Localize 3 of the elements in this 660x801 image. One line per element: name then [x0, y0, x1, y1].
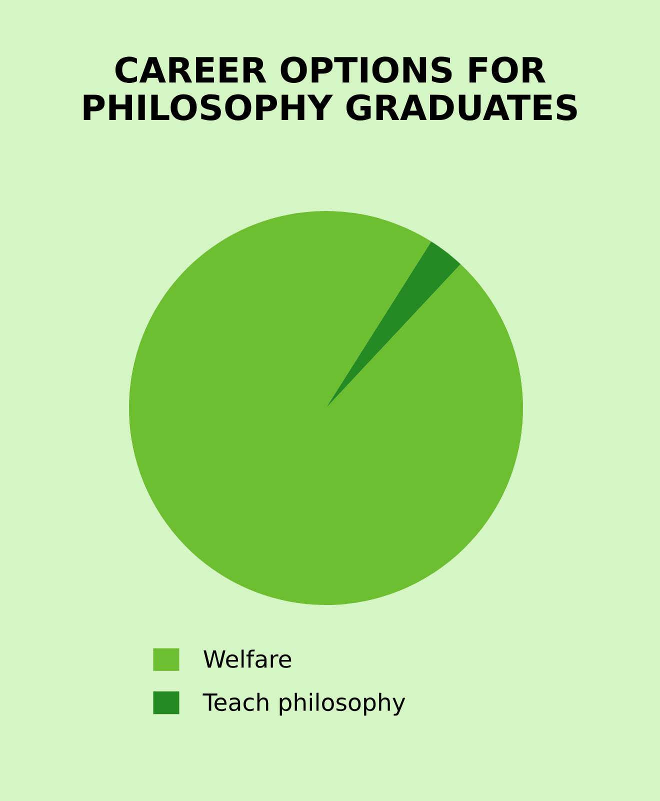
legend-label: Teach philosophy: [202, 692, 406, 716]
chart-title: CAREER OPTIONS FOR PHILOSOPHY GRADUATES: [84, 56, 577, 121]
legend-label: Welfare: [204, 650, 292, 668]
